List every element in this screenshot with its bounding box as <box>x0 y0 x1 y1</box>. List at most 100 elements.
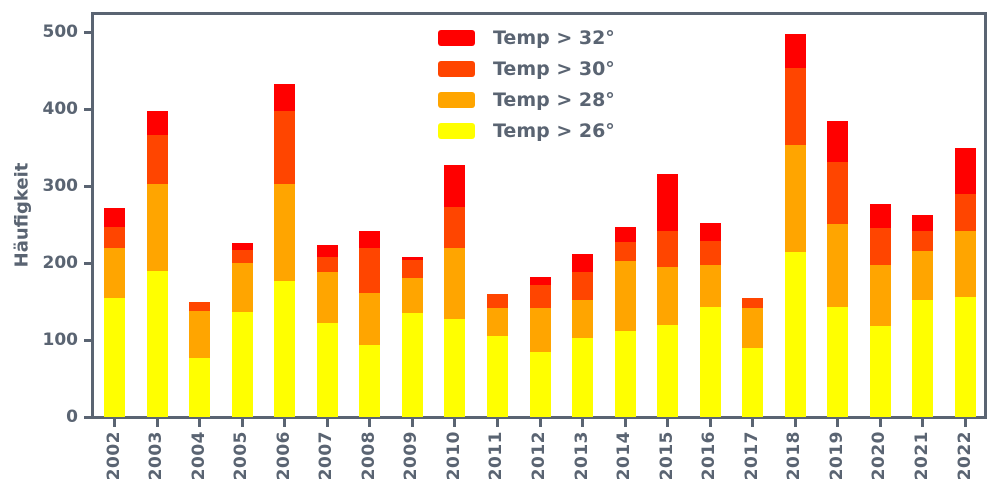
x-tick-label-2015: 2015 <box>656 431 677 481</box>
bar-2003 <box>146 110 168 417</box>
bar-2004 <box>189 301 211 417</box>
bar-segment-2004-28 <box>189 310 211 358</box>
x-tick-mark <box>325 419 329 427</box>
bar-2010 <box>444 165 466 417</box>
x-tick-label-2010: 2010 <box>443 431 464 481</box>
bar-segment-2018-30 <box>784 68 806 146</box>
bar-segment-2011-28 <box>486 308 508 337</box>
x-tick-label-2013: 2013 <box>571 431 592 481</box>
x-tick-mark <box>751 419 755 427</box>
bar-segment-2010-26 <box>444 319 466 417</box>
bar-segment-2008-26 <box>359 344 381 417</box>
x-tick-label-2011: 2011 <box>486 431 507 481</box>
bar-2005 <box>231 243 253 417</box>
bar-segment-2014-28 <box>614 261 636 331</box>
bar-segment-2018-32 <box>784 33 806 69</box>
x-tick-label-2006: 2006 <box>273 431 294 481</box>
y-tick-label: 200 <box>42 252 79 273</box>
bar-segment-2010-32 <box>444 165 466 207</box>
bar-segment-2010-28 <box>444 247 466 320</box>
bar-segment-2007-28 <box>316 272 338 324</box>
axis-spine-right <box>984 12 987 419</box>
x-tick-label-2005: 2005 <box>231 431 252 481</box>
legend-label: Temp > 28° <box>493 88 615 111</box>
bar-segment-2020-30 <box>869 227 891 265</box>
bar-segment-2021-26 <box>912 299 934 417</box>
bar-2012 <box>529 276 551 417</box>
bar-segment-2018-28 <box>784 145 806 253</box>
bar-segment-2013-32 <box>572 253 594 273</box>
x-tick-label-2017: 2017 <box>741 431 762 481</box>
y-tick-mark <box>84 107 92 111</box>
legend-label: Temp > 26° <box>493 119 615 142</box>
bar-segment-2019-26 <box>827 306 849 417</box>
bar-segment-2007-30 <box>316 256 338 273</box>
bar-segment-2007-32 <box>316 245 338 257</box>
y-tick-mark <box>84 261 92 265</box>
bar-segment-2004-30 <box>189 301 211 311</box>
bar-segment-2012-30 <box>529 284 551 309</box>
x-tick-label-2008: 2008 <box>358 431 379 481</box>
bar-segment-2014-32 <box>614 226 636 243</box>
bar-segment-2004-26 <box>189 357 211 417</box>
x-tick-label-2002: 2002 <box>103 431 124 481</box>
y-tick-label: 0 <box>66 406 78 427</box>
x-tick-label-2003: 2003 <box>146 431 167 481</box>
legend: Temp > 32° Temp > 30° Temp > 28° Temp > 26° <box>438 22 615 146</box>
bar-segment-2019-28 <box>827 223 849 307</box>
legend-item: Temp > 32° <box>438 22 615 53</box>
bar-segment-2017-26 <box>742 347 764 417</box>
bar-segment-2016-30 <box>699 240 721 266</box>
x-tick-label-2020: 2020 <box>869 431 890 481</box>
x-tick-label-2016: 2016 <box>699 431 720 481</box>
bar-segment-2002-28 <box>104 247 125 298</box>
x-tick-label-2009: 2009 <box>401 431 422 481</box>
x-tick-mark <box>708 419 712 427</box>
bar-segment-2011-30 <box>486 293 508 309</box>
bar-segment-2009-26 <box>401 313 423 417</box>
bar-segment-2016-32 <box>699 222 721 241</box>
x-tick-label-2014: 2014 <box>614 431 635 481</box>
bar-segment-2002-30 <box>104 226 125 248</box>
legend-label: Temp > 32° <box>493 26 615 49</box>
plot-area: Temp > 32° Temp > 30° Temp > 28° Temp > 26° <box>93 14 985 417</box>
bar-2008 <box>359 231 381 417</box>
bar-segment-2013-26 <box>572 338 594 417</box>
x-tick-mark <box>836 419 840 427</box>
x-tick-mark <box>964 419 967 427</box>
x-tick-label-2022: 2022 <box>954 431 975 481</box>
x-tick-mark <box>198 419 202 427</box>
x-tick-label-2018: 2018 <box>784 431 805 481</box>
bar-2014 <box>614 226 636 417</box>
x-tick-mark <box>538 419 542 427</box>
bar-segment-2016-26 <box>699 306 721 417</box>
bar-segment-2003-32 <box>146 110 168 136</box>
y-tick-label: 400 <box>42 98 79 119</box>
bar-segment-2006-26 <box>274 281 296 417</box>
bar-2016 <box>699 222 721 417</box>
bar-segment-2015-26 <box>657 324 679 417</box>
bar-segment-2005-28 <box>231 263 253 312</box>
bar-segment-2010-30 <box>444 206 466 248</box>
bar-segment-2009-28 <box>401 277 423 314</box>
bar-segment-2003-30 <box>146 135 168 184</box>
bar-2018 <box>784 33 806 417</box>
bar-segment-2020-32 <box>869 203 891 228</box>
x-tick-mark <box>623 419 627 427</box>
bar-segment-2009-30 <box>401 259 423 278</box>
bar-segment-2008-32 <box>359 231 381 248</box>
bar-2007 <box>316 245 338 417</box>
y-tick-mark <box>84 184 92 188</box>
bar-segment-2016-28 <box>699 265 721 307</box>
bar-segment-2021-32 <box>912 215 934 232</box>
bar-segment-2003-26 <box>146 271 168 417</box>
x-tick-mark <box>921 419 925 427</box>
bar-segment-2006-28 <box>274 183 296 282</box>
x-tick-mark <box>878 419 882 427</box>
bar-segment-2022-32 <box>955 147 976 195</box>
bar-segment-2003-28 <box>146 183 168 272</box>
y-tick-label: 100 <box>42 329 79 350</box>
y-tick-mark <box>84 415 92 419</box>
x-tick-label-2007: 2007 <box>316 431 337 481</box>
